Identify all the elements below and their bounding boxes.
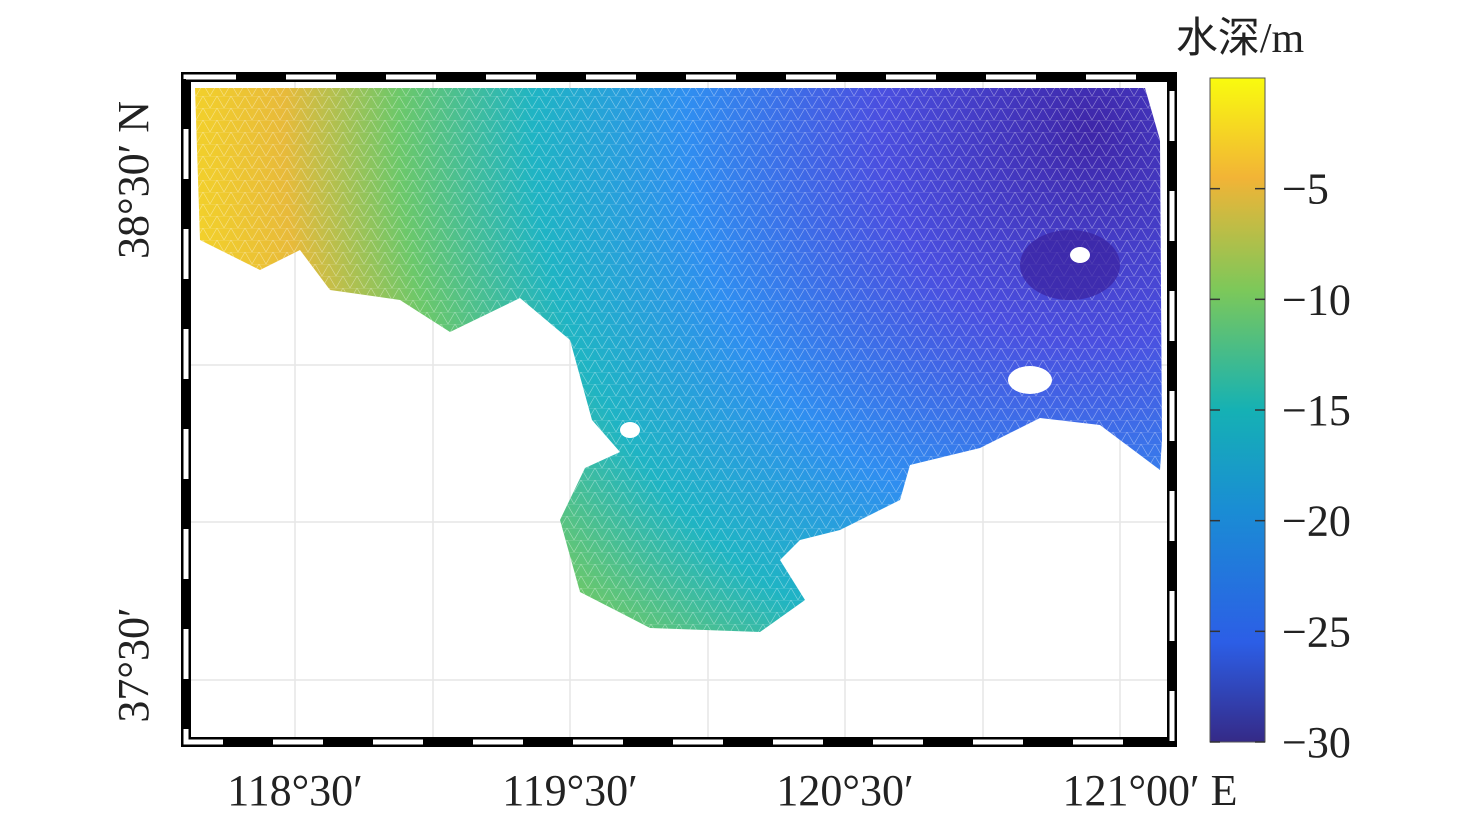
colorbar-tick-label: −30: [1282, 718, 1351, 767]
map-frame: [181, 72, 1177, 747]
lon-label: 120°30′: [776, 766, 913, 815]
lon-label: 119°30′: [502, 766, 638, 815]
colorbar-tick-label: −15: [1282, 386, 1351, 435]
colorbar-title: 水深/m: [1176, 16, 1305, 62]
lon-label: 121°00′ E: [1062, 766, 1237, 815]
lat-label: 38°30′ N: [109, 101, 158, 259]
lat-label: 37°30′: [109, 607, 158, 722]
colorbar-tick-label: −10: [1282, 275, 1351, 324]
colorbar-tick-label: −5: [1282, 165, 1329, 214]
lon-label: 118°30′: [227, 766, 363, 815]
colorbar-tick-label: −25: [1282, 607, 1351, 656]
colorbar-tick-label: −20: [1282, 497, 1351, 546]
bathymetry: [195, 88, 1162, 632]
